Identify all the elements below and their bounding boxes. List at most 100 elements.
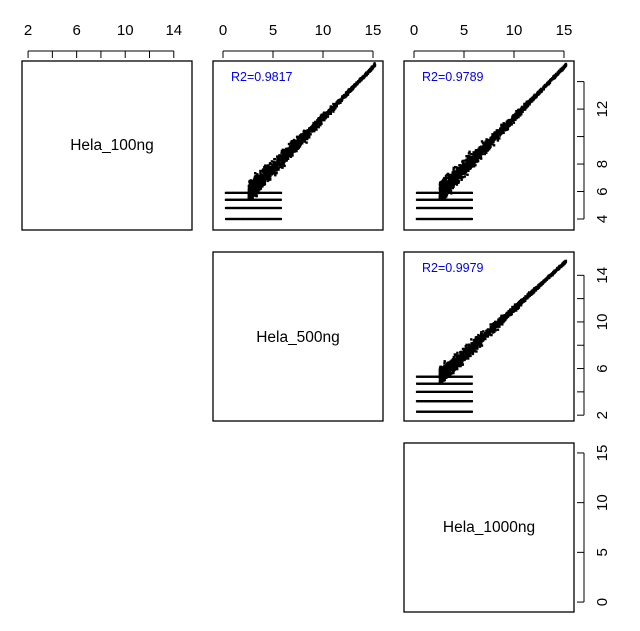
- data-point: [494, 132, 497, 136]
- data-point: [449, 373, 452, 376]
- data-point: [370, 66, 373, 69]
- data-point: [495, 129, 498, 132]
- data-point: [527, 100, 531, 103]
- data-point: [275, 171, 278, 175]
- data-point: [344, 94, 347, 97]
- data-point: [515, 309, 518, 312]
- data-point: [256, 189, 259, 192]
- data-point: [521, 108, 524, 111]
- data-point: [463, 175, 466, 178]
- data-point: [275, 164, 278, 167]
- data-point: [300, 139, 304, 142]
- data-point: [461, 163, 465, 166]
- data-point: [483, 152, 486, 156]
- data-point: [439, 382, 442, 385]
- data-point: [259, 171, 262, 175]
- data-point: [470, 217, 473, 221]
- data-point: [287, 142, 291, 146]
- data-point: [303, 134, 306, 137]
- data-point: [498, 325, 501, 328]
- data-point: [486, 145, 489, 148]
- data-point: [265, 172, 268, 175]
- data-point: [449, 189, 453, 192]
- data-point: [306, 137, 309, 141]
- data-point: [514, 113, 517, 116]
- data-point: [314, 124, 318, 127]
- data-point: [458, 169, 461, 173]
- data-point: [341, 96, 344, 99]
- data-point: [291, 154, 294, 157]
- data-point: [337, 99, 340, 102]
- data-point: [470, 390, 473, 393]
- data-point: [496, 133, 499, 137]
- data-point: [454, 171, 458, 175]
- data-point: [277, 168, 280, 171]
- data-point: [475, 335, 479, 339]
- data-point: [260, 175, 263, 179]
- data-point: [460, 174, 463, 177]
- data-point: [271, 169, 274, 172]
- data-point: [463, 166, 466, 170]
- data-point: [469, 160, 473, 163]
- data-point: [465, 170, 468, 173]
- data-point: [440, 365, 443, 369]
- data-point: [305, 133, 308, 137]
- data-point: [270, 166, 273, 169]
- data-point: [267, 164, 270, 167]
- data-point: [523, 105, 526, 109]
- data-point: [564, 64, 567, 67]
- data-point: [558, 71, 561, 74]
- data-point: [305, 141, 308, 144]
- data-point: [291, 148, 294, 151]
- data-point: [470, 410, 473, 413]
- data-point: [478, 146, 481, 149]
- data-point: [358, 78, 361, 81]
- data-point: [452, 166, 455, 170]
- scatter-panel-100-vs-1000: R2=0.9789: [403, 60, 575, 231]
- data-point: [492, 323, 495, 326]
- data-point: [470, 156, 473, 159]
- scatter-points: [415, 62, 568, 221]
- data-point: [252, 178, 256, 181]
- data-point: [476, 160, 480, 163]
- data-point: [485, 151, 488, 154]
- panel-frame: [403, 251, 575, 422]
- data-point: [535, 94, 538, 97]
- data-point: [502, 320, 505, 324]
- data-point: [464, 172, 467, 175]
- data-point: [548, 82, 551, 85]
- data-point: [327, 108, 331, 112]
- data-point: [247, 193, 251, 196]
- data-point: [342, 95, 346, 98]
- data-point: [250, 181, 254, 184]
- data-point: [295, 135, 299, 138]
- data-point: [468, 164, 471, 167]
- data-point: [286, 151, 289, 154]
- data-point: [449, 181, 452, 185]
- data-point: [540, 89, 543, 92]
- data-point: [290, 143, 294, 146]
- data-point: [297, 138, 300, 142]
- data-point: [512, 115, 515, 118]
- data-point: [286, 149, 290, 153]
- data-point: [276, 162, 279, 165]
- data-point: [277, 166, 281, 169]
- data-point: [525, 101, 528, 105]
- data-point: [274, 174, 277, 177]
- data-point: [480, 344, 484, 347]
- data-point: [250, 179, 253, 183]
- data-point: [274, 167, 278, 171]
- data-point: [479, 341, 483, 344]
- data-point: [510, 122, 513, 125]
- data-point: [508, 122, 511, 125]
- data-point: [265, 165, 268, 168]
- data-point: [532, 98, 535, 102]
- data-point: [520, 113, 523, 116]
- data-point: [318, 121, 321, 125]
- data-point: [491, 134, 494, 138]
- data-point: [455, 170, 458, 173]
- r2-label: R2=0.9789: [422, 70, 484, 84]
- data-point: [470, 382, 473, 385]
- data-point: [451, 186, 454, 190]
- data-point: [281, 156, 284, 159]
